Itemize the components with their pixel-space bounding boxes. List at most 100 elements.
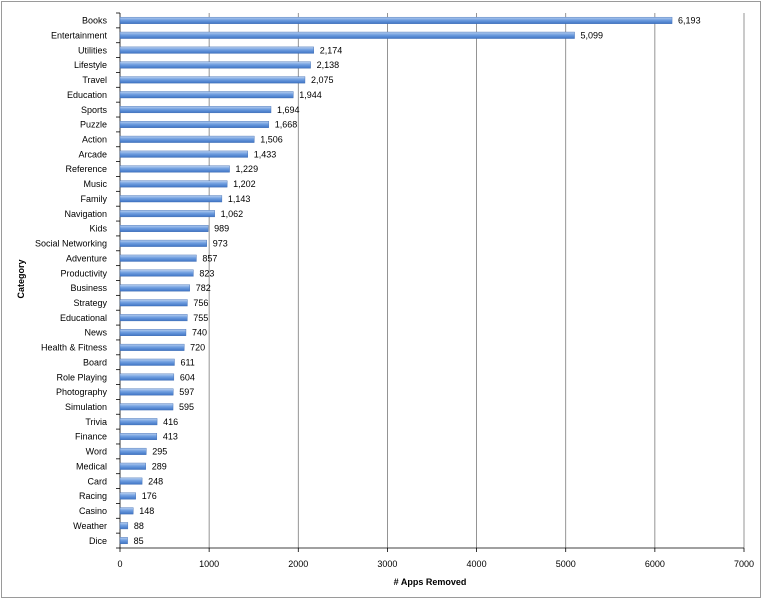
category-label: Action bbox=[82, 135, 107, 145]
value-label: 248 bbox=[148, 476, 163, 486]
category-label: Navigation bbox=[64, 209, 107, 219]
bar bbox=[119, 121, 269, 128]
value-label: 1,944 bbox=[299, 90, 322, 100]
value-label: 720 bbox=[190, 343, 205, 353]
bar bbox=[119, 239, 207, 247]
category-label: Strategy bbox=[73, 298, 107, 308]
bar bbox=[119, 343, 185, 351]
value-label: 823 bbox=[199, 268, 214, 278]
value-label: 782 bbox=[196, 283, 211, 293]
bar bbox=[119, 150, 248, 158]
category-label: Health & Fitness bbox=[41, 343, 108, 353]
bar bbox=[119, 106, 272, 114]
y-axis-title: Category bbox=[16, 259, 26, 298]
bar bbox=[119, 61, 311, 69]
value-label: 857 bbox=[202, 253, 217, 263]
category-label: Social Networking bbox=[35, 239, 107, 249]
bar bbox=[119, 418, 158, 426]
value-label: 1,202 bbox=[233, 179, 256, 189]
category-label: Kids bbox=[89, 224, 107, 234]
value-label: 756 bbox=[193, 298, 208, 308]
value-label: 595 bbox=[179, 402, 194, 412]
category-label: Education bbox=[67, 90, 107, 100]
value-label: 1,668 bbox=[275, 120, 298, 130]
category-label: Weather bbox=[73, 521, 107, 531]
x-tick-label: 4000 bbox=[467, 559, 487, 569]
value-label: 1,062 bbox=[221, 209, 244, 219]
bar bbox=[119, 210, 215, 218]
category-label: News bbox=[84, 328, 107, 338]
category-label: Arcade bbox=[78, 149, 107, 159]
value-label: 1,506 bbox=[260, 135, 283, 145]
bar bbox=[119, 388, 174, 396]
value-label: 973 bbox=[213, 239, 228, 249]
category-label: Productivity bbox=[60, 268, 107, 278]
category-label: Family bbox=[81, 194, 108, 204]
bar bbox=[119, 284, 190, 292]
bar bbox=[119, 225, 209, 232]
value-label: 413 bbox=[163, 432, 178, 442]
category-label: Role Playing bbox=[56, 372, 107, 382]
bar bbox=[119, 492, 136, 500]
value-label: 416 bbox=[163, 417, 178, 427]
value-label: 1,433 bbox=[254, 149, 277, 159]
bars bbox=[119, 16, 673, 545]
category-label: Trivia bbox=[85, 417, 107, 427]
bar bbox=[119, 16, 673, 24]
bar bbox=[119, 329, 187, 336]
x-tick-labels: 0 1000 2000 3000 4000 5000 6000 7000 bbox=[117, 559, 754, 569]
bar bbox=[119, 447, 147, 455]
category-label: Lifestyle bbox=[74, 60, 107, 70]
category-labels: Books Entertainment Utilities Lifestyle Trav… bbox=[35, 16, 108, 546]
bar bbox=[119, 299, 188, 307]
value-label: 2,075 bbox=[311, 75, 334, 85]
value-label: 2,174 bbox=[320, 45, 343, 55]
category-label: Travel bbox=[82, 75, 107, 85]
category-label: Medical bbox=[76, 461, 107, 471]
category-label: Adventure bbox=[66, 253, 107, 263]
bar bbox=[119, 195, 223, 203]
x-tick-label: 0 bbox=[117, 559, 122, 569]
bar bbox=[119, 358, 175, 366]
x-tick-label: 3000 bbox=[377, 559, 397, 569]
bar bbox=[119, 537, 128, 545]
x-tick-label: 7000 bbox=[734, 559, 754, 569]
category-label: Utilities bbox=[78, 45, 108, 55]
bar bbox=[119, 91, 294, 99]
category-label: Casino bbox=[79, 506, 107, 516]
value-label: 989 bbox=[214, 224, 229, 234]
category-label: Business bbox=[70, 283, 107, 293]
bar bbox=[119, 254, 197, 262]
x-tick-label: 1000 bbox=[199, 559, 219, 569]
x-tick-label: 2000 bbox=[288, 559, 308, 569]
category-label: Books bbox=[82, 16, 108, 26]
bar bbox=[119, 165, 230, 173]
bar bbox=[119, 433, 158, 440]
bar bbox=[119, 403, 174, 411]
value-label: 5,099 bbox=[581, 30, 604, 40]
value-label: 176 bbox=[142, 491, 157, 501]
value-label: 740 bbox=[192, 328, 207, 338]
category-label: Card bbox=[87, 476, 107, 486]
x-tick-label: 6000 bbox=[645, 559, 665, 569]
category-label: Simulation bbox=[65, 402, 107, 412]
value-label: 85 bbox=[134, 536, 144, 546]
bar bbox=[119, 522, 129, 530]
bar bbox=[119, 180, 228, 188]
value-label: 597 bbox=[179, 387, 194, 397]
value-label: 611 bbox=[180, 357, 194, 367]
value-labels: 6,193 5,099 2,174 2,138 2,075 1,944 1,694 1,668… bbox=[134, 16, 701, 546]
bar bbox=[119, 76, 306, 84]
category-label: Music bbox=[83, 179, 107, 189]
x-axis-title: # Apps Removed bbox=[394, 577, 467, 587]
bar bbox=[119, 31, 575, 39]
x-tick-label: 5000 bbox=[556, 559, 576, 569]
value-label: 148 bbox=[139, 506, 154, 516]
bar bbox=[119, 314, 188, 322]
bar bbox=[119, 269, 194, 277]
value-label: 6,193 bbox=[678, 16, 701, 26]
category-label: Photography bbox=[56, 387, 108, 397]
value-label: 1,694 bbox=[277, 105, 300, 115]
